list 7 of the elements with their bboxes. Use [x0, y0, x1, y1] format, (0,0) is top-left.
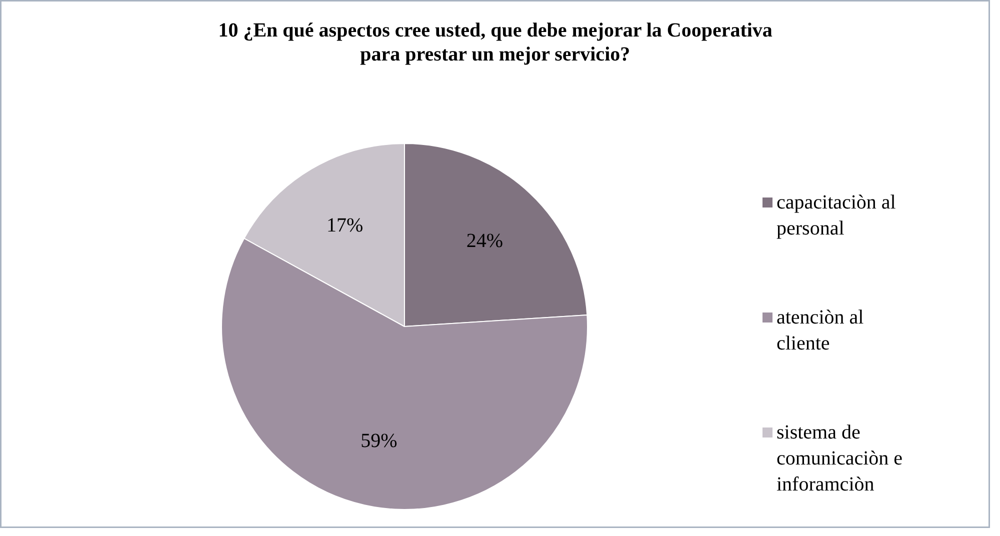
legend-label: capacitaciòn al personal [776, 192, 896, 240]
data-label: 59% [360, 430, 398, 452]
data-label: 24% [466, 230, 504, 252]
legend-label: sistema de comunicaciòn e inforamciòn [776, 422, 903, 496]
legend-label: atenciòn al cliente [776, 306, 864, 354]
data-label: 17% [326, 214, 364, 237]
chart-title: 10 ¿En qué aspectos cree usted, que debe mejorar la Cooperativa para prestar un mejor servicio? [218, 20, 772, 66]
